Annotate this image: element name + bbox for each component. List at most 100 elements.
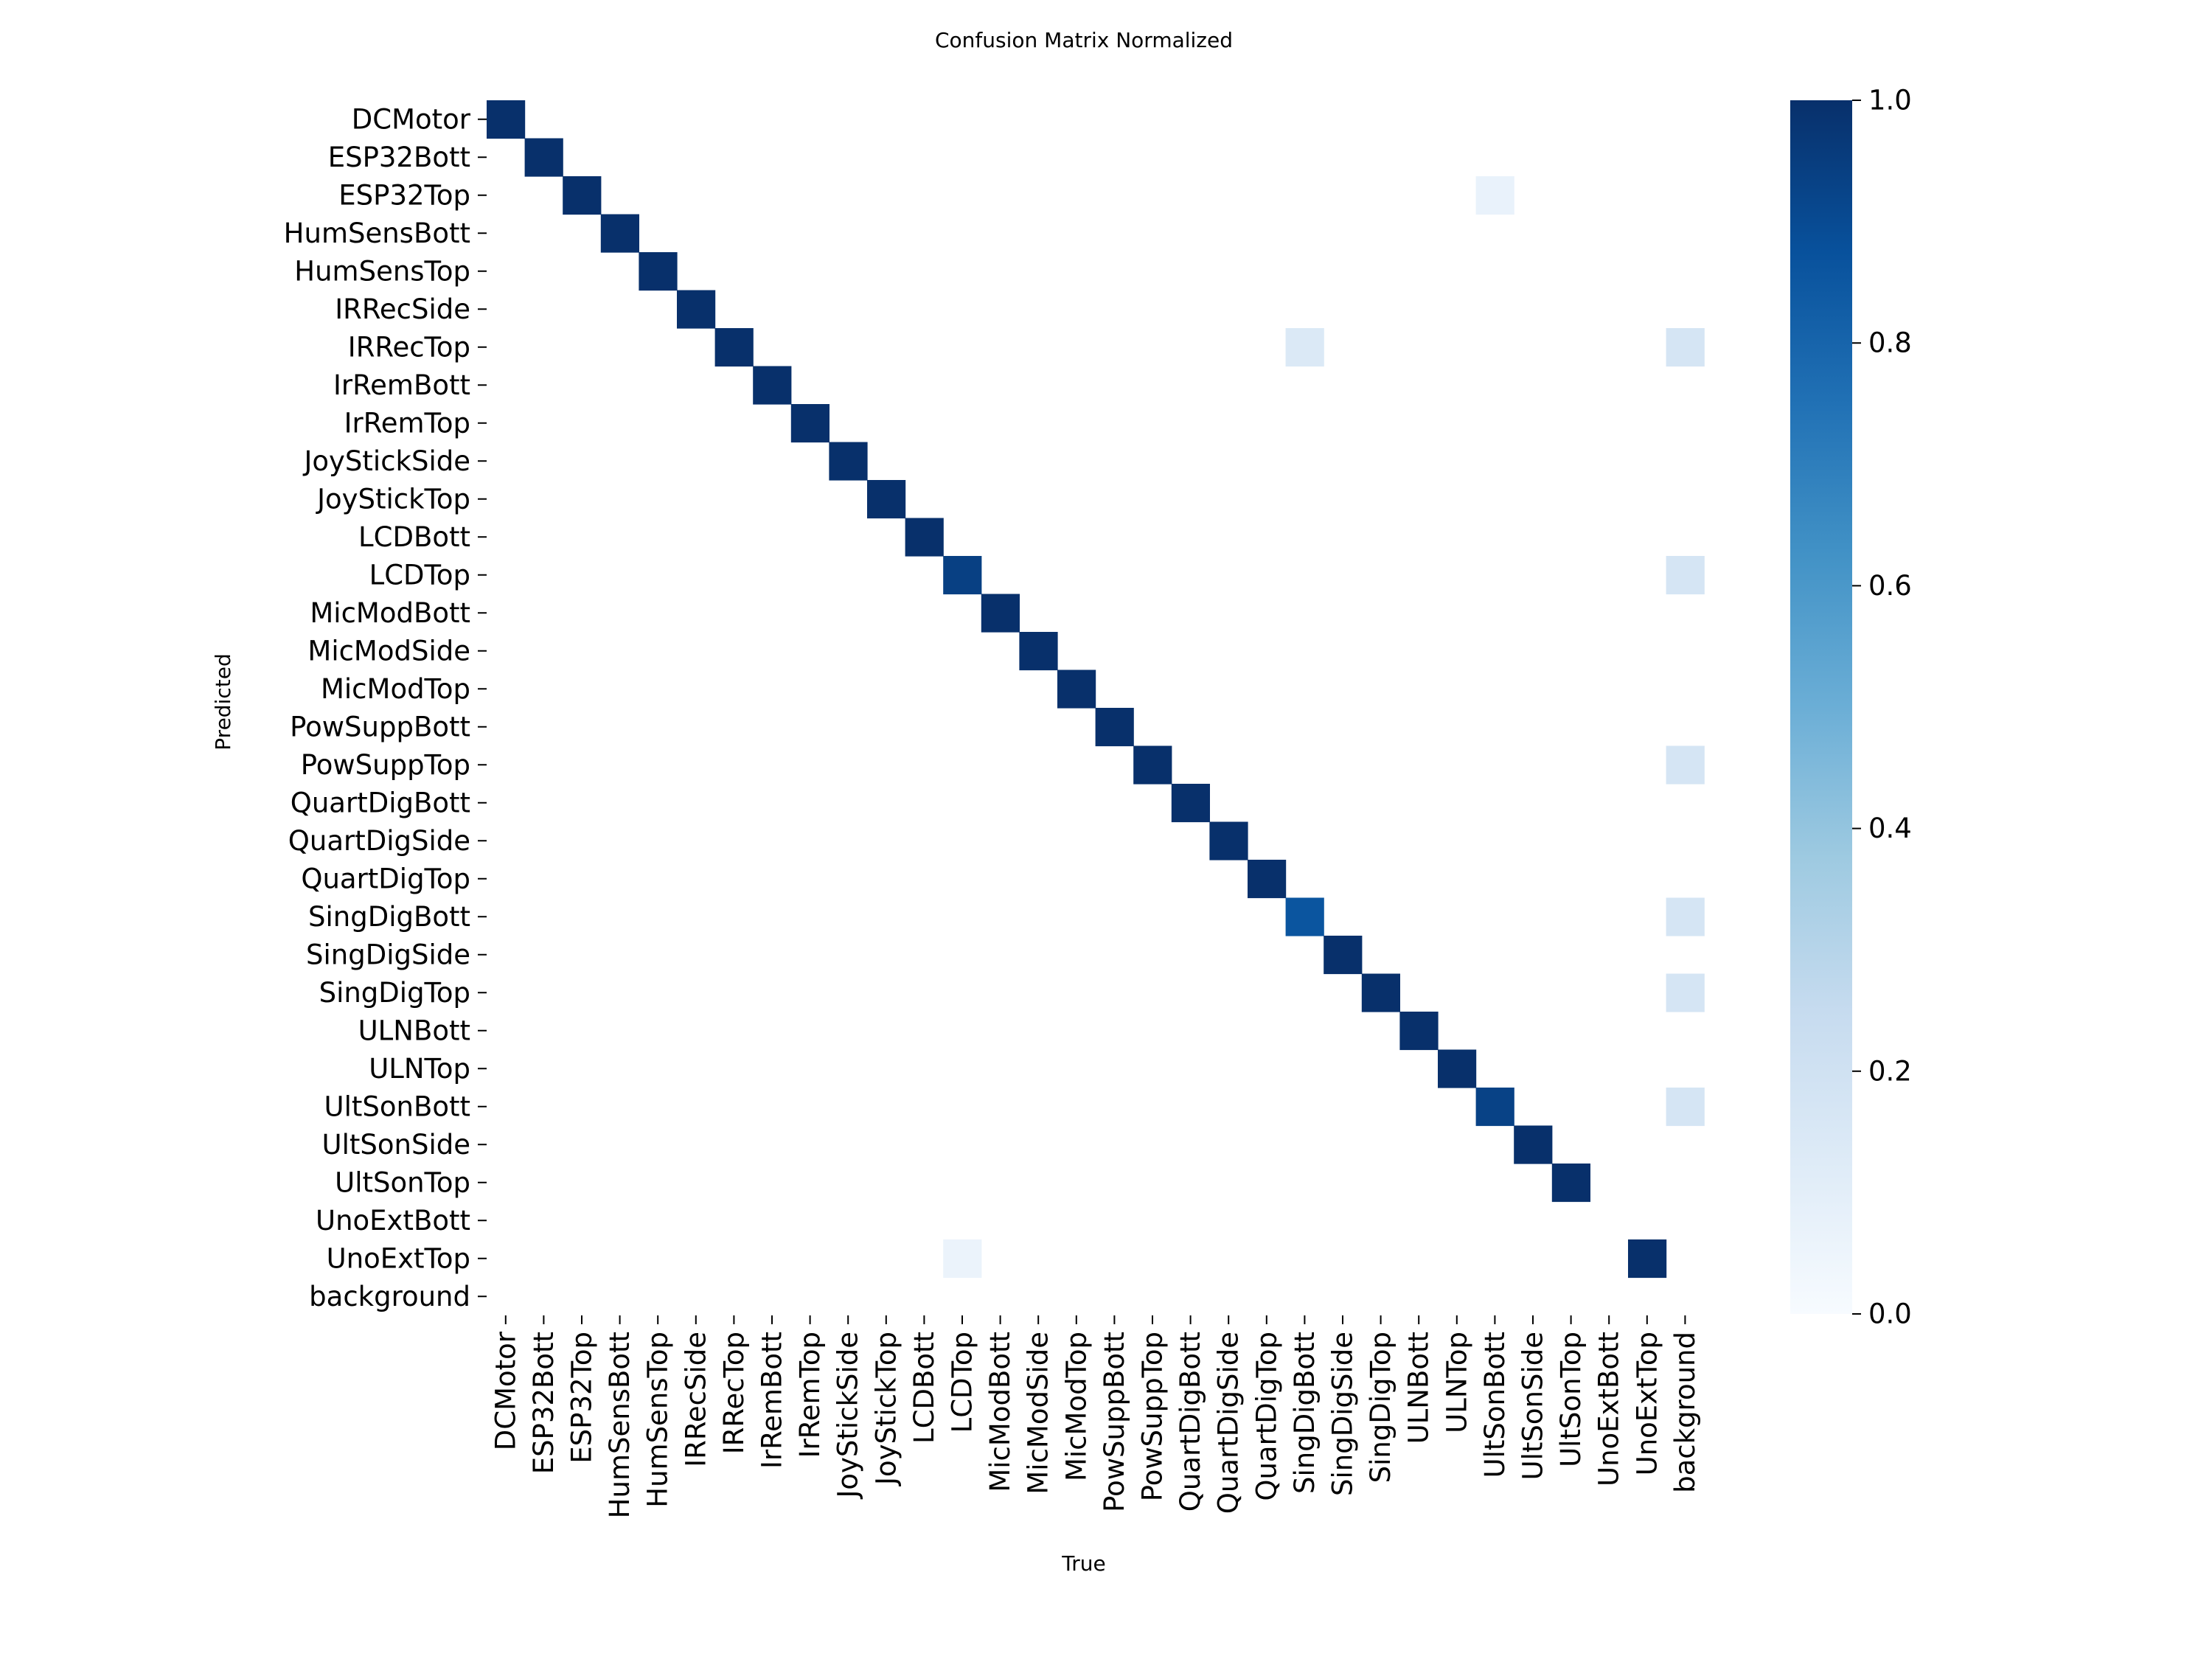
x-tick-label: ULNBott bbox=[1403, 1332, 1435, 1444]
y-tick-label: QuartDigSide bbox=[288, 825, 470, 857]
x-tick-label: LCDBott bbox=[908, 1332, 940, 1444]
y-tick-label: UltSonSide bbox=[322, 1129, 470, 1161]
heatmap-cell-SingDigTop-background bbox=[1666, 973, 1705, 1012]
y-tick-label: ESP32Top bbox=[338, 179, 470, 211]
y-tick-label: ESP32Bott bbox=[328, 142, 470, 173]
x-tick-label: DCMotor bbox=[490, 1331, 521, 1450]
y-tick-label: MicModTop bbox=[321, 673, 470, 705]
x-tick-label: MicModTop bbox=[1060, 1332, 1092, 1481]
heatmap-cell-MicModBott-MicModBott bbox=[981, 594, 1020, 633]
x-tick-label: ESP32Bott bbox=[528, 1332, 560, 1474]
heatmap-cell-UltSonBott-background bbox=[1666, 1088, 1705, 1127]
heatmap-cell-MicModSide-MicModSide bbox=[1019, 632, 1058, 671]
heatmap-cell-UltSonSide-UltSonSide bbox=[1514, 1125, 1553, 1164]
y-tick-label: SingDigTop bbox=[319, 977, 470, 1009]
x-tick-label: HumSensTop bbox=[642, 1332, 674, 1508]
x-tick-label: QuartDigSide bbox=[1213, 1332, 1245, 1514]
heatmap-cell-DCMotor-DCMotor bbox=[487, 100, 526, 139]
y-tick-label: QuartDigBott bbox=[291, 787, 470, 818]
y-axis-ticks: DCMotor ESP32Bott ESP32Top HumSensBott HumSe… bbox=[284, 103, 487, 1312]
heatmap-cell-IRRecTop-background bbox=[1666, 328, 1705, 367]
colorbar-tick-label: 0.0 bbox=[1868, 1298, 1912, 1330]
x-tick-label: UnoExtBott bbox=[1593, 1332, 1625, 1486]
x-tick-label: background bbox=[1669, 1332, 1701, 1493]
y-tick-label: UltSonTop bbox=[335, 1166, 470, 1198]
heatmap-cell-ULNTop-ULNTop bbox=[1438, 1049, 1477, 1088]
heatmap-cell-IRRecTop-SingDigBott bbox=[1285, 328, 1324, 367]
x-tick-label: ULNTop bbox=[1441, 1332, 1472, 1433]
y-tick-label: IrRemBott bbox=[333, 369, 470, 401]
y-tick-label: ULNBott bbox=[358, 1015, 470, 1046]
y-tick-label: MicModSide bbox=[307, 635, 470, 667]
x-tick-label: SingDigTop bbox=[1365, 1332, 1397, 1483]
y-tick-label: JoyStickTop bbox=[316, 483, 470, 515]
heatmap-cells bbox=[487, 100, 1705, 1279]
x-tick-label: PowSuppBott bbox=[1099, 1332, 1130, 1512]
heatmap-cell-ESP32Bott-ESP32Bott bbox=[524, 138, 563, 177]
x-tick-label: IrRemBott bbox=[757, 1332, 788, 1469]
heatmap-cell-UltSonBott-UltSonBott bbox=[1475, 1088, 1514, 1127]
colorbar-tick-label: 0.6 bbox=[1868, 570, 1912, 602]
x-tick-label: PowSuppTop bbox=[1137, 1332, 1169, 1501]
heatmap-cell-ESP32Top-ESP32Top bbox=[563, 176, 602, 215]
heatmap-cell-ESP32Top-UltSonBott bbox=[1475, 176, 1514, 215]
heatmap-cell-MicModTop-MicModTop bbox=[1057, 669, 1096, 709]
y-tick-label: PowSuppBott bbox=[290, 711, 470, 742]
x-tick-label: JoyStickTop bbox=[870, 1332, 902, 1486]
x-tick-label: MicModSide bbox=[1023, 1332, 1054, 1495]
y-tick-label: IrRemTop bbox=[344, 407, 470, 439]
y-tick-label: DCMotor bbox=[352, 103, 471, 135]
x-tick-label: QuartDigBott bbox=[1175, 1332, 1206, 1512]
heatmap-cell-PowSuppBott-PowSuppBott bbox=[1095, 708, 1134, 747]
x-tick-label: UltSonTop bbox=[1555, 1332, 1587, 1467]
x-tick-label: QuartDigTop bbox=[1251, 1332, 1282, 1501]
heatmap-cell-UnoExtTop-UnoExtTop bbox=[1628, 1239, 1667, 1279]
chart-title: Confusion Matrix Normalized bbox=[935, 28, 1233, 52]
y-tick-label: IRRecSide bbox=[335, 293, 470, 325]
heatmap-cell-PowSuppTop-PowSuppTop bbox=[1133, 745, 1172, 785]
x-tick-label: IRRecTop bbox=[718, 1332, 750, 1454]
x-axis-ticks: DCMotor ESP32Bott ESP32Top HumSensBott HumSe… bbox=[490, 1315, 1701, 1518]
heatmap-cell-IrRemBott-IrRemBott bbox=[753, 366, 792, 405]
y-tick-label: IRRecTop bbox=[348, 331, 470, 363]
heatmap-cell-SingDigBott-SingDigBott bbox=[1285, 897, 1324, 936]
y-tick-label: UnoExtBott bbox=[316, 1205, 470, 1237]
y-axis-label: Predicted bbox=[211, 653, 235, 750]
heatmap-cell-LCDTop-LCDTop bbox=[943, 556, 982, 595]
x-tick-label: LCDTop bbox=[947, 1332, 978, 1433]
heatmap-cell-PowSuppTop-background bbox=[1666, 745, 1705, 785]
heatmap-cell-QuartDigBott-QuartDigBott bbox=[1171, 784, 1210, 823]
x-tick-label: IrRemTop bbox=[794, 1332, 826, 1458]
heatmap-cell-UnoExtTop-LCDTop bbox=[943, 1239, 982, 1279]
heatmap-cell-ULNBott-ULNBott bbox=[1399, 1012, 1439, 1051]
colorbar: 0.0 0.2 0.4 0.6 0.8 1.0 bbox=[1790, 85, 1912, 1330]
x-tick-label: SingDigBott bbox=[1289, 1332, 1321, 1494]
colorbar-tick-label: 0.2 bbox=[1868, 1055, 1912, 1087]
x-axis-label: True bbox=[1061, 1551, 1105, 1576]
y-tick-label: HumSensBott bbox=[284, 218, 470, 249]
y-tick-label: ULNTop bbox=[369, 1053, 470, 1085]
heatmap-cell-QuartDigSide-QuartDigSide bbox=[1209, 821, 1248, 860]
y-tick-label: LCDTop bbox=[369, 559, 470, 591]
heatmap-cell-IrRemTop-IrRemTop bbox=[790, 404, 830, 443]
y-tick-label: background bbox=[309, 1281, 470, 1312]
x-tick-label: JoyStickSide bbox=[832, 1332, 864, 1500]
heatmap-cell-JoyStickTop-JoyStickTop bbox=[867, 480, 906, 519]
heatmap-cell-QuartDigTop-QuartDigTop bbox=[1248, 860, 1287, 899]
y-tick-label: SingDigBott bbox=[308, 901, 470, 933]
heatmap-cell-LCDTop-background bbox=[1666, 556, 1705, 595]
heatmap-cell-LCDBott-LCDBott bbox=[905, 518, 944, 557]
x-tick-label: UltSonSide bbox=[1517, 1332, 1549, 1480]
y-tick-label: QuartDigTop bbox=[301, 863, 470, 894]
y-tick-label: MicModBott bbox=[310, 597, 470, 629]
x-tick-label: HumSensBott bbox=[604, 1332, 636, 1518]
x-tick-label: UnoExtTop bbox=[1631, 1332, 1663, 1475]
heatmap-cell-IRRecTop-IRRecTop bbox=[714, 328, 754, 367]
y-tick-label: LCDBott bbox=[358, 521, 470, 553]
x-tick-label: SingDigSide bbox=[1327, 1332, 1359, 1496]
heatmap-cell-SingDigSide-SingDigSide bbox=[1324, 936, 1363, 975]
heatmap-cell-SingDigTop-SingDigTop bbox=[1361, 973, 1400, 1012]
heatmap-cell-JoyStickSide-JoyStickSide bbox=[829, 442, 868, 481]
heatmap-cell-HumSensBott-HumSensBott bbox=[600, 214, 639, 253]
y-tick-label: JoyStickSide bbox=[302, 445, 470, 477]
